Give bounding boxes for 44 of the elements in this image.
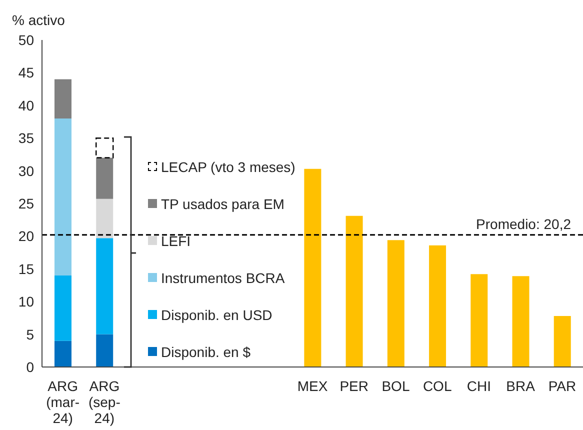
x-tick-label: ARG (sep-24) <box>88 378 121 426</box>
x-tick-label: BRA <box>506 378 536 394</box>
legend-label: Disponib. en $ <box>161 344 251 360</box>
bar <box>304 168 322 367</box>
y-tick-label: 50 <box>18 32 34 48</box>
y-tick-label: 40 <box>18 97 34 114</box>
bar <box>470 274 488 367</box>
y-tick-label: 25 <box>18 195 34 212</box>
bar <box>54 340 72 367</box>
bar <box>96 158 114 199</box>
bar <box>96 238 114 334</box>
y-tick-label: 35 <box>18 130 34 146</box>
bar <box>512 276 530 367</box>
bar <box>346 216 363 367</box>
x-tick-label: ARG (mar-24) <box>46 378 80 426</box>
bar <box>54 275 72 341</box>
ref-line-label: Promedio: 20,2 <box>476 216 572 232</box>
bar <box>429 245 446 367</box>
y-tick-label: 15 <box>18 260 34 277</box>
bar <box>96 334 114 367</box>
bar <box>96 138 114 158</box>
legend-label: LECAP (vto 3 meses) <box>161 158 296 174</box>
x-tick-label: PER <box>340 378 369 394</box>
legend-label: TP usados para EM <box>161 196 284 212</box>
y-tick-label: 30 <box>18 162 34 179</box>
bar <box>554 316 571 367</box>
bar <box>54 79 72 118</box>
bar <box>387 240 404 367</box>
legend-label: Instrumentos BCRA <box>161 270 285 286</box>
x-tick-label: BOL <box>382 378 410 394</box>
y-tick-label: 45 <box>18 64 34 81</box>
bar <box>54 118 72 276</box>
bar <box>96 198 114 238</box>
y-axis-title: % activo <box>12 12 65 28</box>
x-tick-label: PAR <box>548 378 576 394</box>
y-tick-label: 10 <box>18 294 34 310</box>
x-tick-label: COL <box>422 378 452 394</box>
y-tick-label: 5 <box>26 326 34 342</box>
y-tick-label: 20 <box>18 228 34 244</box>
legend-label: Disponib. en USD <box>161 306 272 322</box>
x-tick-label: MEX <box>297 378 328 394</box>
y-tick-label: 0 <box>26 358 34 375</box>
x-tick-label: CHI <box>466 378 492 394</box>
legend-label: LEFI <box>161 232 191 248</box>
